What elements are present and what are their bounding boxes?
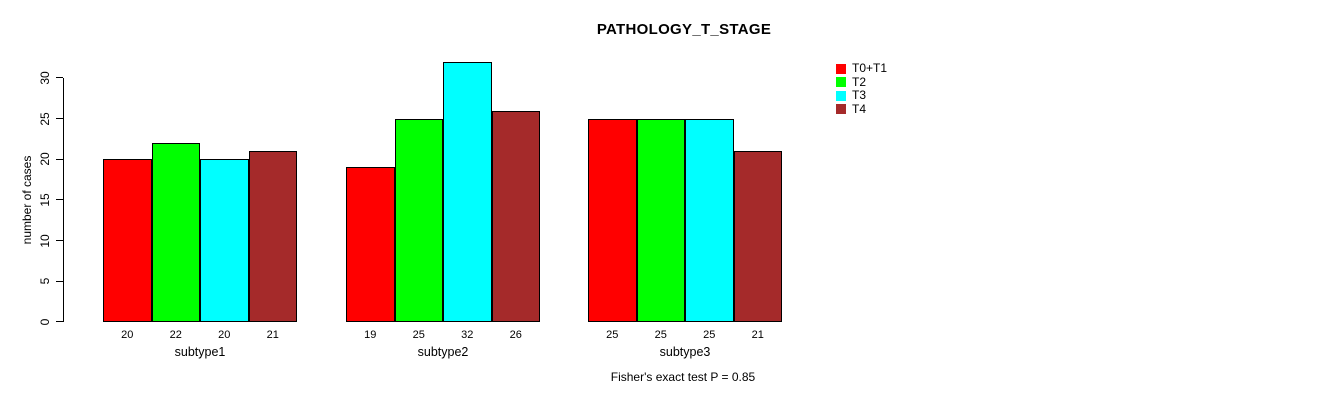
legend-swatch	[836, 90, 846, 101]
bar-value-label: 25	[606, 329, 619, 341]
legend-label: T2	[852, 74, 867, 89]
bar-value-label: 21	[751, 329, 764, 341]
legend-label: T3	[852, 88, 867, 102]
bar-value-label: 21	[266, 329, 279, 341]
y-axis-line	[63, 78, 65, 322]
y-axis-tick-label: 10	[38, 233, 52, 248]
y-axis-tick-label: 30	[38, 71, 52, 85]
y-axis-tick-label: 20	[38, 152, 52, 167]
bar-value-label: 25	[654, 329, 667, 341]
y-axis-tick	[56, 321, 64, 323]
legend-item: T4	[836, 101, 887, 117]
bar-subtype1-t2	[151, 143, 200, 322]
bar-subtype3-t3	[685, 118, 734, 322]
legend-label: T0+T1	[852, 61, 888, 75]
x-axis-group-label-subtype2: subtype2	[417, 345, 469, 359]
bar-subtype1-t4	[248, 151, 297, 322]
bar-subtype3-t2	[636, 118, 685, 322]
legend-swatch	[836, 104, 846, 115]
statistical-test-footnote: Fisher's exact test P = 0.85	[610, 370, 756, 384]
bar-subtype2-t3	[443, 61, 492, 322]
bar-subtype2-t2	[394, 118, 443, 322]
y-axis-tick	[56, 280, 64, 282]
x-axis-group-label-subtype1: subtype1	[174, 345, 226, 359]
bar-subtype3-t4	[733, 151, 782, 322]
legend: T0+T1 T2 T3 T4	[836, 61, 888, 117]
bar-value-label: 20	[121, 329, 134, 341]
bar-subtype2-t4	[491, 110, 540, 322]
bar-value-label: 25	[412, 329, 425, 341]
bar-value-label: 20	[218, 329, 231, 341]
y-axis-tick-label: 5	[38, 277, 52, 285]
legend-swatch	[836, 77, 846, 88]
legend-item: T0+T1	[836, 61, 888, 76]
legend-item: T2	[836, 74, 887, 90]
y-axis-title: number of cases	[20, 155, 34, 245]
legend-swatch	[836, 63, 846, 74]
bar-value-label: 25	[703, 329, 716, 341]
chart-title: PATHOLOGY_T_STAGE	[596, 21, 772, 38]
bar-value-label: 22	[169, 329, 182, 341]
y-axis-tick	[56, 158, 64, 160]
y-axis-tick	[56, 117, 64, 119]
bar-subtype2-t0-t1	[346, 167, 395, 322]
y-axis-tick	[56, 239, 64, 241]
bar-subtype1-t0-t1	[103, 159, 152, 322]
y-axis-tick	[56, 199, 64, 201]
legend-label: T4	[852, 101, 867, 116]
bar-value-label: 19	[364, 329, 377, 341]
y-axis-tick-label: 15	[38, 193, 52, 207]
bar-value-label: 26	[509, 329, 522, 341]
bar-value-label: 32	[461, 329, 474, 341]
y-axis-tick-label: 25	[38, 111, 52, 126]
x-axis-group-label-subtype3: subtype3	[659, 345, 711, 359]
y-axis-tick	[56, 77, 64, 79]
legend-item: T3	[836, 88, 887, 103]
bar-subtype3-t0-t1	[588, 118, 637, 322]
bar-subtype1-t3	[200, 159, 249, 322]
y-axis-tick-label: 0	[38, 318, 52, 326]
